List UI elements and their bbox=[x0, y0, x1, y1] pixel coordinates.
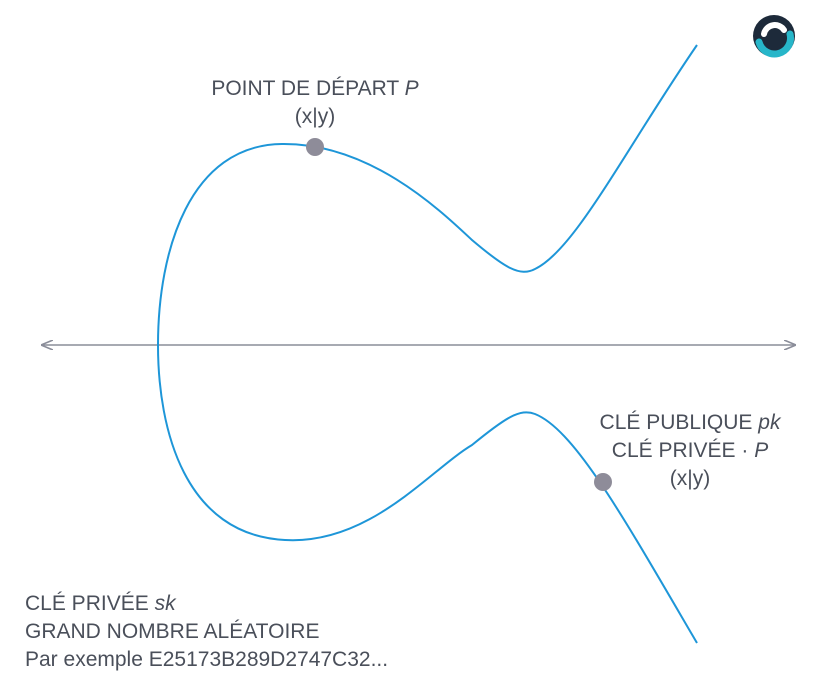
start-point-marker bbox=[306, 138, 324, 156]
public-key-label: CLÉ PUBLIQUE pk CLÉ PRIVÉE · P (x|y) bbox=[575, 409, 805, 493]
curve-upper-branch bbox=[157, 44, 698, 346]
private-key-label: CLÉ PRIVÉE sk GRAND NOMBRE ALÉATOIRE Par… bbox=[25, 590, 388, 674]
brand-logo-icon bbox=[753, 15, 795, 58]
start-point-symbol: P bbox=[404, 77, 419, 100]
public-key-point-marker bbox=[594, 473, 612, 491]
start-point-label: POINT DE DÉPART P (x|y) bbox=[195, 75, 435, 131]
start-point-coords: (x|y) bbox=[294, 105, 336, 128]
private-key-title: CLÉ PRIVÉE bbox=[25, 592, 149, 615]
private-key-example: Par exemple E25173B289D2747C32... bbox=[25, 648, 389, 671]
start-point-title: POINT DE DÉPART bbox=[211, 77, 399, 100]
private-key-symbol: sk bbox=[154, 592, 176, 615]
public-key-formula: CLÉ PRIVÉE · bbox=[611, 439, 749, 462]
public-key-symbol: pk bbox=[758, 411, 781, 434]
public-key-formula-symbol: P bbox=[754, 439, 769, 462]
curve-lower-branch bbox=[157, 344, 698, 644]
private-key-description: GRAND NOMBRE ALÉATOIRE bbox=[25, 620, 320, 643]
public-key-coords: (x|y) bbox=[669, 467, 711, 490]
public-key-title: CLÉ PUBLIQUE bbox=[599, 411, 753, 434]
